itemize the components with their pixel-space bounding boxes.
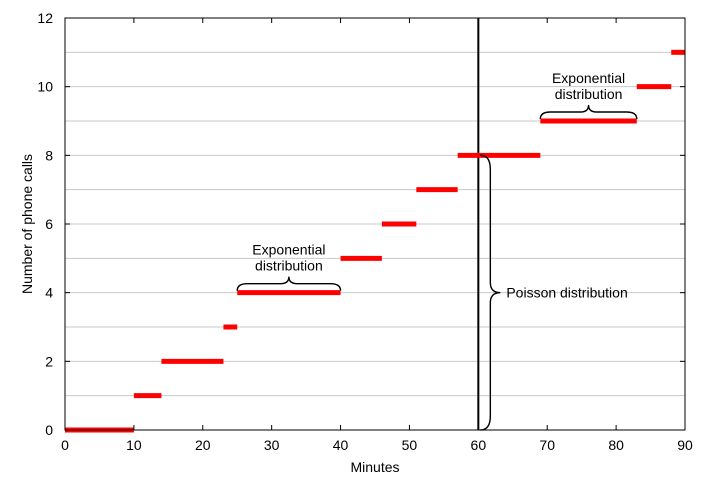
annotations: ExponentialdistributionExponentialdistri… — [236, 70, 638, 431]
x-tick-label: 10 — [126, 437, 142, 453]
annotation-label: Exponential — [552, 70, 625, 86]
x-axis-title: Minutes — [350, 459, 399, 475]
y-axis-title: Number of phone calls — [19, 154, 35, 294]
annotation-brace — [236, 276, 342, 291]
y-tick-label: 4 — [45, 285, 53, 301]
x-axis-ticks: 0 10 20 30 40 50 60 70 80 90 — [61, 18, 693, 453]
x-tick-label: 20 — [195, 437, 211, 453]
y-tick-label: 0 — [45, 422, 53, 438]
x-tick-label: 70 — [539, 437, 555, 453]
x-tick-label: 90 — [677, 437, 693, 453]
y-tick-label: 8 — [45, 147, 53, 163]
x-tick-label: 60 — [471, 437, 487, 453]
x-tick-label: 30 — [264, 437, 280, 453]
y-tick-label: 10 — [37, 79, 53, 95]
y-tick-label: 6 — [45, 216, 53, 232]
annotation-label: Poisson distribution — [506, 285, 627, 301]
x-tick-label: 50 — [402, 437, 418, 453]
y-tick-label: 2 — [45, 353, 53, 369]
annotation-label: distribution — [555, 86, 623, 102]
step-series — [65, 49, 685, 433]
x-tick-label: 40 — [333, 437, 349, 453]
annotation-brace — [539, 104, 638, 120]
y-axis-ticks: 0 2 4 6 8 10 12 — [37, 10, 685, 438]
y-tick-label: 12 — [37, 10, 53, 26]
annotation-label: Exponential — [252, 242, 325, 258]
annotation-brace — [480, 154, 501, 431]
x-tick-label: 0 — [61, 437, 69, 453]
x-tick-label: 80 — [608, 437, 624, 453]
grid-lines — [65, 51, 685, 397]
annotation-label: distribution — [255, 258, 323, 274]
